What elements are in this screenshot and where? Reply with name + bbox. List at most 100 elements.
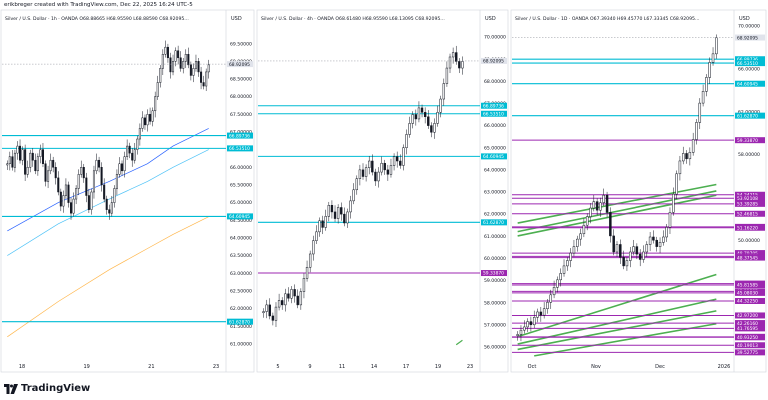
level-tag-label: 42.26160 — [737, 321, 758, 327]
candle-body — [274, 306, 278, 321]
level-tag — [227, 318, 253, 325]
candle-body — [103, 184, 106, 200]
candle-body — [685, 153, 688, 160]
currency-label: USD — [485, 16, 496, 22]
price-tick-label: 58.00000 — [738, 152, 760, 158]
price-tick-label: 66.00000 — [230, 165, 252, 171]
candle-body — [625, 260, 629, 267]
level-tag — [735, 320, 765, 327]
level-tag-label: 66.89736 — [483, 103, 504, 109]
candle-body — [652, 236, 655, 241]
tradingview-logo-label: TradingView — [21, 383, 91, 394]
candle-body — [57, 177, 60, 193]
level-tag — [735, 297, 765, 304]
currency-label: USD — [739, 16, 750, 22]
candle-body — [87, 195, 90, 210]
candle-body — [405, 134, 408, 148]
candle-body — [592, 201, 596, 209]
candle-body — [126, 145, 129, 157]
candle-body — [516, 334, 519, 336]
level-tag-label: 66.53510 — [229, 146, 250, 152]
candle-body — [523, 326, 526, 331]
candle-body — [118, 163, 121, 175]
candle-body — [695, 122, 698, 140]
time-tick-label: 9 — [308, 364, 311, 370]
candle-body — [698, 102, 702, 123]
candle-body — [585, 216, 589, 226]
candle-body — [39, 149, 42, 157]
candle-body — [95, 159, 98, 172]
chart-header: Silver / U.S. Dollar · 1D · OANDA O67.39… — [515, 16, 700, 22]
tradingview-logo-icon — [4, 383, 18, 394]
level-tag-label: 51.16220 — [737, 225, 758, 231]
level-tag-label: 59.33870 — [483, 271, 504, 277]
price-tick-label: 62.50000 — [230, 288, 252, 294]
candle-body — [268, 304, 271, 317]
candle-body — [136, 138, 139, 150]
candle-body — [389, 165, 393, 175]
tradingview-logo[interactable]: TradingView — [4, 383, 90, 394]
candle-body — [194, 61, 197, 69]
candle-body — [399, 160, 402, 166]
time-tick-label: Nov — [591, 364, 601, 370]
price-tick-label: 63.00000 — [230, 271, 252, 277]
candle-body — [343, 213, 346, 224]
price-tick-label: 68.00000 — [230, 94, 252, 100]
candle-body — [80, 167, 83, 175]
candle-body — [128, 145, 131, 154]
credit-text: erikbreger created with TradingView.com,… — [4, 2, 193, 8]
level-tag — [735, 137, 765, 144]
candle-body — [16, 145, 19, 154]
price-tick-label: 67.50000 — [230, 112, 252, 118]
level-tag — [735, 112, 765, 119]
candle-body — [632, 246, 635, 253]
level-tag — [735, 195, 765, 202]
candle-body — [681, 153, 685, 162]
candle-body — [333, 211, 337, 219]
candle-body — [371, 160, 374, 173]
level-tag — [735, 191, 765, 198]
price-tick-label: 57.00000 — [484, 322, 506, 328]
candle-body — [383, 162, 386, 171]
candle-body — [645, 244, 649, 253]
price-tick-label: 58.00000 — [484, 300, 506, 306]
candle-body — [271, 315, 275, 321]
level-tag — [735, 334, 765, 341]
level-tag-label: 64.60945 — [483, 154, 504, 160]
candle-body — [589, 207, 592, 217]
level-tag — [227, 145, 253, 152]
candle-body — [159, 68, 162, 83]
candle-body — [177, 50, 180, 59]
level-tag-label: 66.89736 — [737, 57, 758, 63]
level-tag — [735, 312, 765, 319]
price-tick-label: 61.50000 — [230, 324, 252, 330]
moving-average-lightblue — [7, 149, 209, 256]
candle-body — [64, 184, 67, 196]
candle-body — [569, 252, 572, 261]
candle-body — [324, 216, 327, 228]
candle-body — [336, 207, 340, 219]
candle-body — [98, 159, 101, 168]
time-tick-label: 23 — [213, 364, 219, 370]
chart-panel-1: Silver / U.S. Dollar · 1h · OANDA O68.88… — [0, 9, 255, 373]
candle-body — [445, 67, 449, 84]
candle-body — [386, 169, 390, 175]
price-tick-label: 70.00000 — [738, 24, 760, 30]
level-tag — [735, 282, 765, 289]
candle-body — [668, 212, 672, 228]
candle-body — [658, 242, 662, 247]
candle-body — [182, 61, 185, 69]
moving-average-blue — [7, 128, 209, 232]
price-tick-label: 59.00000 — [484, 278, 506, 284]
candle-body — [108, 209, 111, 214]
charts-area[interactable]: Silver / U.S. Dollar · 1h · OANDA O68.88… — [0, 0, 768, 380]
candle-body — [708, 62, 711, 78]
candle-body — [705, 77, 708, 92]
level-tag-label: 40.19013 — [737, 343, 758, 349]
candle-body — [70, 202, 73, 214]
candle-body — [433, 123, 436, 133]
level-tag-label: 66.53510 — [483, 111, 504, 117]
candle-body — [439, 98, 442, 113]
candle-body — [318, 220, 321, 233]
candle-body — [13, 152, 16, 168]
